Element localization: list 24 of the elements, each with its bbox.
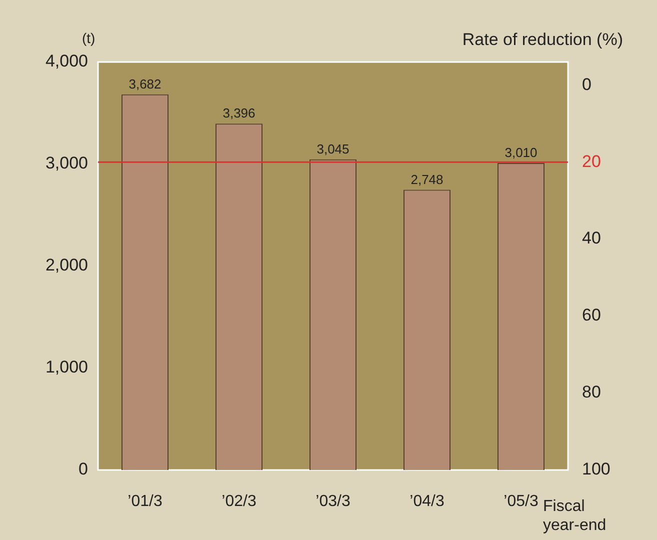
data-label: 2,748 [410,172,444,187]
x-axis-title: Fiscal year-end [543,497,608,535]
y-axis-title: (t) [82,30,96,46]
y2-tick-label: 40 [582,228,601,248]
x-tick-label: ’01/3 [128,493,162,510]
x-tick-label: ’04/3 [410,493,444,510]
y2-tick-label: 0 [582,74,592,94]
y2-axis-title: Rate of reduction (%) [462,30,623,50]
data-label: 3,045 [316,141,350,156]
y-tick-label: 3,000 [45,154,88,173]
y-tick-label: 1,000 [45,358,88,377]
x-tick-label: ’02/3 [222,493,256,510]
y2-tick-label: 80 [582,382,601,402]
y-tick-label: 2,000 [45,256,88,275]
data-label: 3,010 [504,145,538,160]
data-label: 3,396 [222,106,256,121]
y2-tick-label: 20 [582,152,601,171]
x-tick-label: ’03/3 [316,493,350,510]
y-tick-label: 0 [78,460,88,479]
y2-tick-label: 100 [582,460,610,479]
data-label: 3,682 [128,76,162,92]
y2-tick-label: 60 [582,306,601,325]
y-tick-label: 4,000 [45,52,88,71]
x-tick-label: ’05/3 [504,493,538,510]
